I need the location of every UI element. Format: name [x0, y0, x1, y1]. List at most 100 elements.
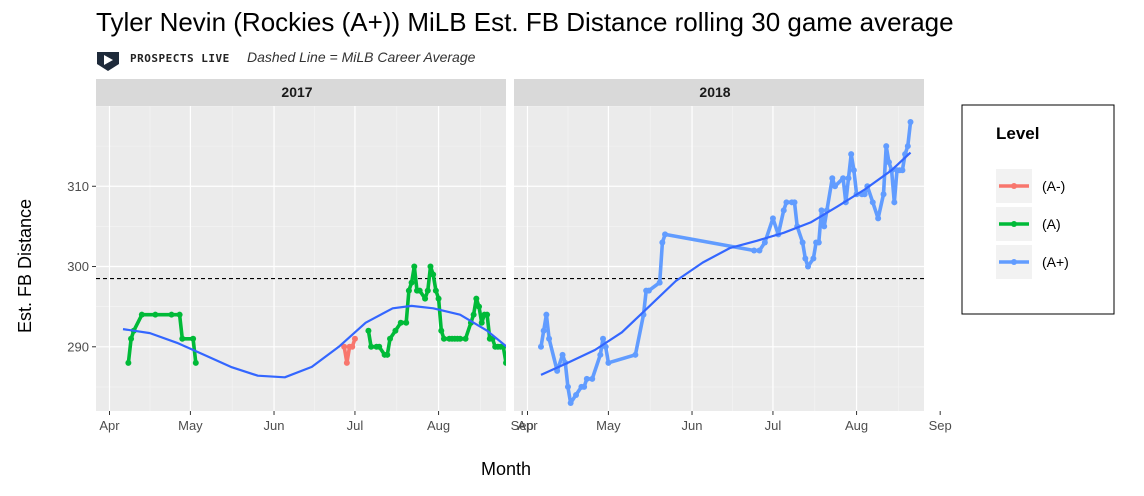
data-point: [581, 383, 588, 390]
data-point: [546, 335, 553, 342]
y-tick-label: 310: [67, 179, 89, 194]
x-tick-label: Apr: [99, 418, 120, 433]
x-tick-label: Jun: [682, 418, 703, 433]
data-point: [891, 199, 898, 206]
data-point: [869, 199, 876, 206]
data-point: [179, 335, 186, 342]
legend-key-point: [1011, 221, 1017, 227]
data-point: [810, 255, 817, 262]
x-tick-label: Jul: [347, 418, 364, 433]
legend-label: (A-): [1042, 178, 1065, 194]
series-line: [126, 312, 198, 365]
data-point: [567, 399, 574, 406]
trend-line: [540, 151, 912, 376]
data-point: [478, 319, 485, 326]
data-point: [821, 223, 828, 230]
legend: Level (A-) (A) (A+): [961, 104, 1115, 315]
x-tick-label: Sep: [511, 418, 534, 433]
data-point: [880, 191, 887, 198]
legend-box: [961, 104, 1115, 315]
data-point: [818, 207, 825, 214]
data-point: [605, 359, 612, 366]
data-point: [537, 343, 544, 350]
data-point: [422, 295, 429, 302]
data-point: [365, 327, 372, 334]
data-point: [589, 375, 596, 382]
data-point: [484, 311, 491, 318]
data-point: [907, 119, 914, 126]
marks-2017: [96, 263, 506, 379]
data-point: [125, 359, 132, 366]
data-point: [343, 359, 350, 366]
data-point: [645, 287, 652, 294]
data-point: [600, 335, 607, 342]
gridlines-2017: [96, 106, 506, 411]
x-tick-label: Sep: [929, 418, 952, 433]
data-point: [802, 255, 809, 262]
chart-title: Tyler Nevin (Rockies (A+)) MiLB Est. FB …: [96, 7, 954, 37]
data-point: [470, 311, 477, 318]
data-point: [473, 295, 480, 302]
play-icon: [104, 55, 113, 65]
data-point: [424, 287, 431, 294]
data-point: [791, 199, 798, 206]
data-point: [573, 391, 580, 398]
data-point: [632, 351, 639, 358]
data-point: [583, 375, 590, 382]
data-point: [392, 327, 399, 334]
data-point: [128, 335, 135, 342]
data-point: [662, 231, 669, 238]
data-point: [540, 327, 547, 334]
x-axis-title: Month: [481, 459, 531, 479]
data-point: [411, 263, 418, 270]
data-point: [845, 175, 852, 182]
y-axis-title: Est. FB Distance: [15, 199, 35, 333]
data-point: [559, 351, 566, 358]
data-point: [659, 239, 666, 246]
data-point: [368, 343, 375, 350]
y-tick-label: 290: [67, 339, 89, 354]
data-point: [769, 215, 776, 222]
data-point: [503, 359, 506, 366]
data-point: [875, 215, 882, 222]
data-point: [376, 343, 383, 350]
data-point: [387, 335, 394, 342]
data-point: [457, 335, 464, 342]
data-point: [829, 175, 836, 182]
facet-label-2017: 2017: [281, 84, 312, 100]
y-tick-label: 300: [67, 259, 89, 274]
data-point: [432, 287, 439, 294]
data-point: [351, 335, 358, 342]
x-tick-label: Aug: [427, 418, 450, 433]
panel-2017: 2017 Apr May Jun Jul Aug Sep: [96, 79, 534, 433]
chart-subtitle: Dashed Line = MiLB Career Average: [247, 49, 476, 65]
data-point: [861, 191, 868, 198]
plot-background-2018: [514, 106, 924, 411]
plot-background-2017: [96, 106, 506, 411]
legend-title: Level: [996, 124, 1039, 143]
brand-logo: PROSPECTS LIVE: [97, 52, 229, 71]
data-point: [850, 167, 857, 174]
data-point: [416, 287, 423, 294]
data-point: [805, 263, 812, 270]
legend-key-point: [1011, 183, 1017, 189]
x-tick-label: May: [178, 418, 203, 433]
facet-strip-2017: [96, 79, 506, 106]
data-point: [564, 383, 571, 390]
data-point: [840, 175, 847, 182]
data-point: [756, 247, 763, 254]
data-point: [904, 143, 911, 150]
legend-key-point: [1011, 259, 1017, 265]
x-tick-label: Jul: [765, 418, 782, 433]
legend-label: (A+): [1042, 254, 1069, 270]
data-point: [751, 247, 758, 254]
facet-label-2018: 2018: [699, 84, 730, 100]
data-point: [435, 295, 442, 302]
x-ticks-2018: Apr May Jun Jul Aug Sep: [517, 411, 952, 433]
data-point: [440, 335, 447, 342]
data-point: [408, 279, 415, 286]
x-tick-label: Aug: [845, 418, 868, 433]
data-point: [831, 183, 838, 190]
data-point: [462, 335, 469, 342]
data-point: [848, 151, 855, 158]
